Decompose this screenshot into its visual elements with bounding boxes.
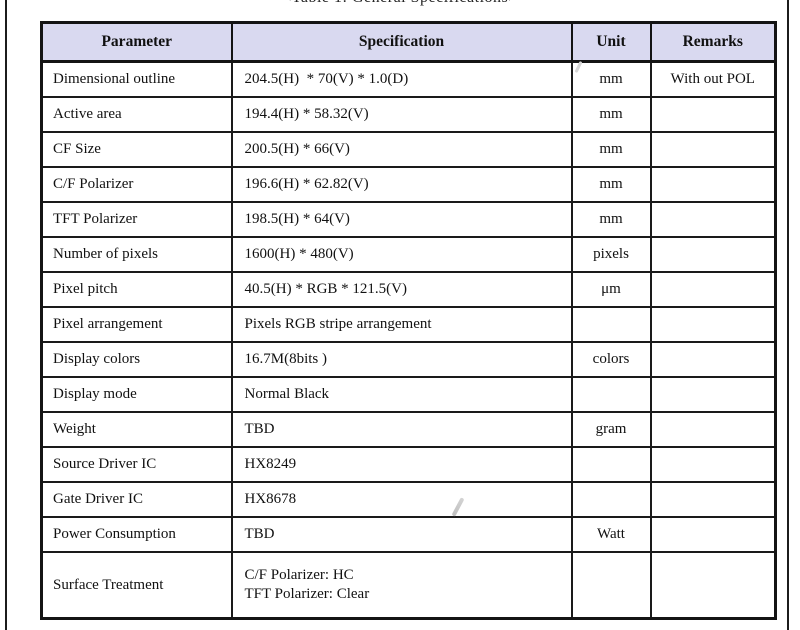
- spec-table-body: Dimensional outline 204.5(H) * 70(V) * 1.…: [40, 60, 777, 620]
- table-row: Source Driver IC HX8249: [40, 446, 777, 483]
- table-row: Display mode Normal Black: [40, 376, 777, 413]
- unit-cell: mm: [570, 60, 652, 98]
- specification-cell: HX8678: [230, 481, 573, 518]
- remarks-cell: [649, 166, 777, 203]
- specification-cell: 40.5(H) * RGB * 121.5(V): [230, 271, 573, 308]
- parameter-cell: Weight: [40, 411, 233, 448]
- parameter-cell: Power Consumption: [40, 516, 233, 553]
- specification-cell: TBD: [230, 411, 573, 448]
- remarks-cell: [649, 271, 777, 308]
- parameter-cell: CF Size: [40, 131, 233, 168]
- unit-cell: [570, 376, 652, 413]
- specification-cell: 200.5(H) * 66(V): [230, 131, 573, 168]
- specification-cell: Normal Black: [230, 376, 573, 413]
- unit-cell: mm: [570, 166, 652, 203]
- header-parameter: Parameter: [40, 21, 233, 63]
- table-row: Number of pixels 1600(H) * 480(V) pixels: [40, 236, 777, 273]
- table-row: Gate Driver IC HX8678: [40, 481, 777, 518]
- table-caption: <Table 1: General Specifications>: [0, 0, 800, 8]
- parameter-cell: C/F Polarizer: [40, 166, 233, 203]
- unit-cell: μm: [570, 271, 652, 308]
- table-row: Pixel arrangement Pixels RGB stripe arran…: [40, 306, 777, 343]
- unit-cell: colors: [570, 341, 652, 378]
- general-specifications-table: Parameter Specification Unit Remarks Dim…: [40, 21, 777, 620]
- unit-cell: [570, 446, 652, 483]
- specification-cell: 16.7M(8bits ): [230, 341, 573, 378]
- page-border-right: [787, 0, 789, 630]
- specification-cell: TBD: [230, 516, 573, 553]
- parameter-cell: Number of pixels: [40, 236, 233, 273]
- remarks-cell: [649, 481, 777, 518]
- specification-cell: 204.5(H) * 70(V) * 1.0(D): [230, 60, 573, 98]
- header-unit: Unit: [570, 21, 652, 63]
- parameter-cell: Display colors: [40, 341, 233, 378]
- header-remarks: Remarks: [649, 21, 777, 63]
- parameter-cell: Source Driver IC: [40, 446, 233, 483]
- specification-cell: C/F Polarizer: HC TFT Polarizer: Clear: [230, 551, 573, 620]
- parameter-cell: TFT Polarizer: [40, 201, 233, 238]
- remarks-cell: [649, 306, 777, 343]
- remarks-cell: [649, 411, 777, 448]
- table-header-row: Parameter Specification Unit Remarks: [40, 21, 777, 63]
- page-border-left: [5, 0, 7, 630]
- parameter-cell: Surface Treatment: [40, 551, 233, 620]
- remarks-cell: [649, 516, 777, 553]
- table-row: TFT Polarizer 198.5(H) * 64(V) mm: [40, 201, 777, 238]
- unit-cell: mm: [570, 96, 652, 133]
- unit-cell: mm: [570, 201, 652, 238]
- table-row: Active area 194.4(H) * 58.32(V) mm: [40, 96, 777, 133]
- remarks-cell: [649, 236, 777, 273]
- remarks-cell: [649, 131, 777, 168]
- table-row: CF Size 200.5(H) * 66(V) mm: [40, 131, 777, 168]
- unit-cell: [570, 551, 652, 620]
- remarks-cell: [649, 551, 777, 620]
- unit-cell: [570, 481, 652, 518]
- remarks-cell: [649, 201, 777, 238]
- specification-cell: HX8249: [230, 446, 573, 483]
- parameter-cell: Active area: [40, 96, 233, 133]
- remarks-cell: [649, 96, 777, 133]
- table-row: Display colors 16.7M(8bits ) colors: [40, 341, 777, 378]
- table-row: C/F Polarizer 196.6(H) * 62.82(V) mm: [40, 166, 777, 203]
- table-row: Pixel pitch 40.5(H) * RGB * 121.5(V) μm: [40, 271, 777, 308]
- specification-cell: 1600(H) * 480(V): [230, 236, 573, 273]
- parameter-cell: Dimensional outline: [40, 60, 233, 98]
- unit-cell: pixels: [570, 236, 652, 273]
- header-specification: Specification: [230, 21, 573, 63]
- unit-cell: [570, 306, 652, 343]
- remarks-cell: [649, 376, 777, 413]
- specification-cell: 194.4(H) * 58.32(V): [230, 96, 573, 133]
- remarks-cell: [649, 341, 777, 378]
- parameter-cell: Pixel pitch: [40, 271, 233, 308]
- remarks-cell: With out POL: [649, 60, 777, 98]
- parameter-cell: Pixel arrangement: [40, 306, 233, 343]
- unit-cell: gram: [570, 411, 652, 448]
- table-row: Dimensional outline 204.5(H) * 70(V) * 1.…: [40, 60, 777, 98]
- table-row: Weight TBD gram: [40, 411, 777, 448]
- table-row: Surface Treatment C/F Polarizer: HC TFT P…: [40, 551, 777, 620]
- unit-cell: mm: [570, 131, 652, 168]
- parameter-cell: Gate Driver IC: [40, 481, 233, 518]
- unit-cell: Watt: [570, 516, 652, 553]
- specification-cell: 196.6(H) * 62.82(V): [230, 166, 573, 203]
- remarks-cell: [649, 446, 777, 483]
- table-row: Power Consumption TBD Watt: [40, 516, 777, 553]
- parameter-cell: Display mode: [40, 376, 233, 413]
- specification-cell: Pixels RGB stripe arrangement: [230, 306, 573, 343]
- specification-cell: 198.5(H) * 64(V): [230, 201, 573, 238]
